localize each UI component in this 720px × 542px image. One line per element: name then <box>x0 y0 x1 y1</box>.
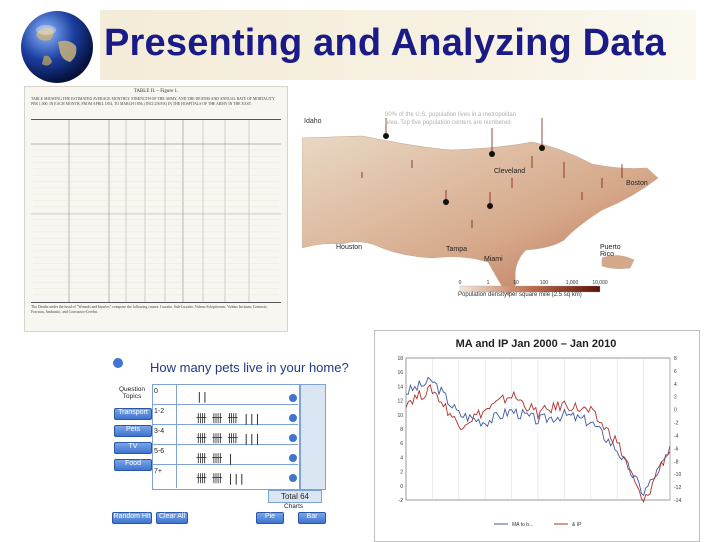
y-left-tick: 8 <box>400 427 403 433</box>
legend-tick: 1,000 <box>566 280 579 286</box>
population-density-map: 0 1 10 100 1,000 10,000 <box>302 118 659 297</box>
tally-marks-1-2: 卌 卌 卌 ||| <box>196 412 261 425</box>
y-right-tick: -10 <box>674 472 681 478</box>
row-label-5-6: 5-6 <box>154 448 165 455</box>
y-right-tick: 4 <box>674 382 677 388</box>
legend-tick: 10,000 <box>592 280 608 286</box>
table-grid <box>31 119 281 303</box>
map-legend-label: Population density per square mile (2.5 … <box>458 292 582 298</box>
y-left-tick: 10 <box>397 413 403 419</box>
y-left-tick: 2 <box>400 470 403 476</box>
pets-question: How many pets live in your home? <box>150 360 349 375</box>
total-box: Total 64 <box>268 490 322 503</box>
y-right-tick: -14 <box>674 498 681 504</box>
y-left-tick: 6 <box>400 441 403 447</box>
series-line-ip <box>405 383 671 503</box>
city-label-miami: Miami <box>484 256 503 263</box>
legend-entry: MA to b... <box>512 522 533 528</box>
city-label-boston: Boston <box>626 180 648 187</box>
y-right-tick: -8 <box>674 459 679 465</box>
y-right-tick: 2 <box>674 395 677 401</box>
title-band <box>100 10 696 80</box>
row-label-3-4: 3-4 <box>154 428 165 435</box>
y-left-tick: 14 <box>397 384 403 390</box>
y-right-tick: 6 <box>674 369 677 375</box>
tally-marks-0: || <box>196 390 208 403</box>
y-left-tick: 0 <box>400 484 403 490</box>
y-right-tick: 0 <box>674 408 677 414</box>
slide-title: Presenting and Analyzing Data <box>104 22 666 64</box>
row-label-7plus: 7+ <box>154 468 162 475</box>
city-label-cleveland: Cleveland <box>494 168 526 175</box>
series-line-ma <box>405 376 671 497</box>
map-caption-left: Idaho <box>304 118 322 125</box>
y-right-tick: 8 <box>674 356 677 362</box>
topic-transport-button[interactable]: Transport <box>114 408 152 420</box>
row-label-0: 0 <box>154 388 158 395</box>
random-hit-button[interactable]: Random Hit <box>112 512 152 524</box>
topic-food-button[interactable]: Food <box>114 459 152 471</box>
pets-tally-app <box>110 354 336 534</box>
city-label-puerto-rico: Puerto Rico <box>600 244 621 258</box>
legend-tick: 0 <box>459 280 462 286</box>
row-add-5-6-button[interactable] <box>288 453 298 463</box>
row-add-1-2-button[interactable] <box>288 413 298 423</box>
row-add-0-button[interactable] <box>288 393 298 403</box>
legend-tick: 10 <box>513 280 519 286</box>
topic-pets-button[interactable]: Pets <box>114 425 152 437</box>
y-left-tick: -2 <box>399 498 404 504</box>
topic-tv-button[interactable]: TV <box>114 442 152 454</box>
row-label-1-2: 1-2 <box>154 408 165 415</box>
y-left-tick: 4 <box>400 455 403 461</box>
charts-label: Charts <box>284 503 304 510</box>
historical-mortality-table: TABLE II. – Figure 1. TABLE SHOWING THE … <box>24 86 288 332</box>
y-right-tick: -4 <box>674 433 679 439</box>
legend-entry: & IP <box>572 522 582 528</box>
y-right-tick: -6 <box>674 446 679 452</box>
globe-icon <box>21 11 93 83</box>
tally-marks-7plus: 卌 卌 ||| <box>196 472 245 485</box>
tally-marks-5-6: 卌 卌 | <box>196 452 234 465</box>
clear-all-button[interactable]: Clear All <box>156 512 188 524</box>
total-value: 64 <box>300 492 310 501</box>
table-caption: TABLE II. – Figure 1. <box>133 89 179 94</box>
chart-title: MA and IP Jan 2000 – Jan 2010 <box>455 338 617 350</box>
y-left-tick: 16 <box>397 370 403 376</box>
y-left-tick: 18 <box>397 356 403 362</box>
map-note: 80% of the U.S. population lives in a me… <box>385 112 517 126</box>
pie-chart-button[interactable]: Pie <box>256 512 284 524</box>
table-heading: TABLE SHOWING THE ESTIMATED AVERAGE MONT… <box>31 97 275 106</box>
row-add-3-4-button[interactable] <box>288 433 298 443</box>
ma-ip-line-chart: 18 16 14 12 10 8 6 4 2 0 -2 8 6 4 2 0 -2 -4 -6 -8 -10 -12 -14… <box>397 356 681 528</box>
y-right-tick: -12 <box>674 485 681 491</box>
city-label-tampa: Tampa <box>446 246 468 253</box>
total-label: Total <box>280 492 298 501</box>
help-icon[interactable] <box>112 357 124 369</box>
row-add-7plus-button[interactable] <box>288 473 298 483</box>
table-footnote: The Deaths under the head of "Wounds and… <box>31 305 268 314</box>
tally-marks-3-4: 卌 卌 卌 ||| <box>196 432 261 445</box>
bar-chart-button[interactable]: Bar <box>298 512 326 524</box>
legend-tick: 100 <box>540 280 549 286</box>
y-right-tick: -2 <box>674 421 679 427</box>
legend-tick: 1 <box>487 280 490 286</box>
question-topics-label: Question Topics <box>118 386 146 400</box>
y-left-tick: 12 <box>397 399 403 405</box>
city-label-houston: Houston <box>336 244 363 251</box>
tally-side-column <box>300 384 326 490</box>
